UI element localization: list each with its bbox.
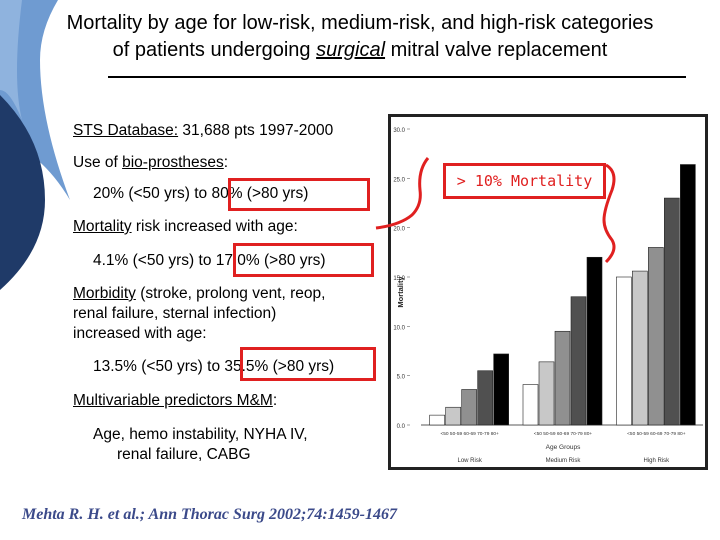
group-label: Low Risk	[457, 458, 482, 464]
x-tick-labels: <50 50-59 60-69 70-79 80+	[440, 431, 499, 437]
mortality-bar-chart: 0.0 5.0 10.0 15.0 20.0 25.0 30.0 Mortality <50 5…	[393, 128, 703, 464]
morbidity-label: Morbidity	[73, 285, 136, 302]
slide-title: Mortality by age for low-risk, medium-ri…	[0, 10, 720, 64]
mortality-label: Mortality	[73, 218, 132, 235]
chart-frame: 0.0 5.0 10.0 15.0 20.0 25.0 30.0 Mortality <50 5…	[388, 114, 708, 470]
group-label: High Risk	[643, 458, 670, 464]
bullet-morbidity-line-3: increased with age:	[73, 325, 207, 342]
bar-high-risk-80+	[680, 164, 696, 426]
morbidity-detail: 13.5% (<50 yrs) to 35.5% (>80 yrs)	[93, 358, 335, 375]
bar-medium-risk-70-79	[570, 296, 587, 426]
title-line-2-start: of patients undergoing	[112, 39, 317, 61]
bullet-bioprostheses: Use of bio-prostheses:	[73, 153, 228, 173]
y-tick-label: 5.0	[397, 375, 406, 381]
bar-high-risk-50-59	[632, 270, 648, 426]
group-label: Medium Risk	[546, 458, 582, 464]
y-tick-label: 30.0	[393, 128, 405, 134]
y-tick-label: 15.0	[393, 276, 405, 282]
bullet-morbidity-line-1: Morbidity (stroke, prolong vent, reop,	[73, 284, 325, 304]
predictors-line-1: Age, hemo instability, NYHA IV,	[93, 426, 308, 443]
morbidity-rest: (stroke, prolong vent, reop,	[135, 285, 326, 302]
highlight-box-bioprostheses	[228, 178, 370, 211]
multivariable-colon: :	[272, 392, 278, 409]
bar-low-risk-60-69	[461, 389, 477, 426]
predictors-line-2: renal failure, CABG	[117, 446, 251, 463]
bar-medium-risk-80+	[586, 256, 603, 426]
mortality-rest: risk increased with age:	[131, 218, 298, 235]
bullet-multivariable: Multivariable predictors M&M:	[73, 391, 277, 411]
decorative-arc-graphic	[0, 0, 70, 290]
bioprostheses-link: bio-prostheses	[122, 154, 224, 171]
bioprostheses-detail: 20% (<50 yrs) to 80% (>80 yrs)	[93, 185, 309, 202]
dark-blue-arc	[0, 95, 45, 290]
mortality-detail: 4.1% (<50 yrs) to 17.0% (>80 yrs)	[93, 252, 326, 269]
bar-low-risk-80+	[493, 353, 509, 426]
title-line-2-end: mitral valve replacement	[385, 39, 608, 61]
highlight-box-mortality	[233, 243, 374, 277]
title-line-1: Mortality by age for low-risk, medium-ri…	[66, 12, 654, 34]
y-tick-label: 10.0	[393, 325, 405, 331]
multivariable-label: Multivariable predictors M&M	[73, 392, 273, 409]
title-line-2: of patients undergoing surgical mitral v…	[0, 37, 720, 64]
title-underline-rule	[108, 76, 686, 78]
use-pre: Use of	[73, 154, 123, 171]
bar-medium-risk-60-69	[554, 330, 571, 426]
bar-high-risk-70-79	[664, 197, 680, 426]
use-post: :	[223, 154, 229, 171]
x-axis-label: Age Groups	[546, 444, 581, 451]
x-tick-labels: <50 50-59 60-69 70-79 80+	[627, 431, 686, 437]
title-emphasis-surgical: surgical	[316, 39, 386, 61]
bar-high-risk-<50	[616, 276, 632, 426]
bar-low-risk-<50	[429, 414, 445, 426]
bullet-mortality: Mortality risk increased with age:	[73, 217, 298, 237]
x-tick-labels: <50 50-59 60-69 70-79 80+	[534, 431, 593, 437]
bar-low-risk-70-79	[477, 370, 493, 426]
bullet-morbidity-line-2: renal failure, sternal infection)	[73, 305, 277, 322]
bar-high-risk-60-69	[648, 247, 664, 426]
bar-medium-risk-50-59	[538, 361, 555, 426]
bar-medium-risk-<50	[522, 384, 539, 426]
y-tick-label: 0.0	[397, 424, 406, 430]
mortality-threshold-annotation: > 10% Mortality	[443, 163, 606, 199]
sts-detail: 31,688 pts 1997-2000	[178, 122, 334, 139]
bar-low-risk-50-59	[445, 406, 461, 426]
citation: Mehta R. H. et al.; Ann Thorac Surg 2002…	[22, 506, 397, 523]
y-tick-label: 25.0	[393, 177, 405, 183]
highlight-box-morbidity	[240, 347, 376, 381]
light-blue-sliver	[0, 0, 22, 120]
sts-label: STS Database:	[73, 122, 179, 139]
bullet-sts-database: STS Database: 31,688 pts 1997-2000	[73, 121, 333, 141]
y-axis-label: Mortality	[396, 276, 405, 308]
y-tick-label: 20.0	[393, 227, 405, 233]
